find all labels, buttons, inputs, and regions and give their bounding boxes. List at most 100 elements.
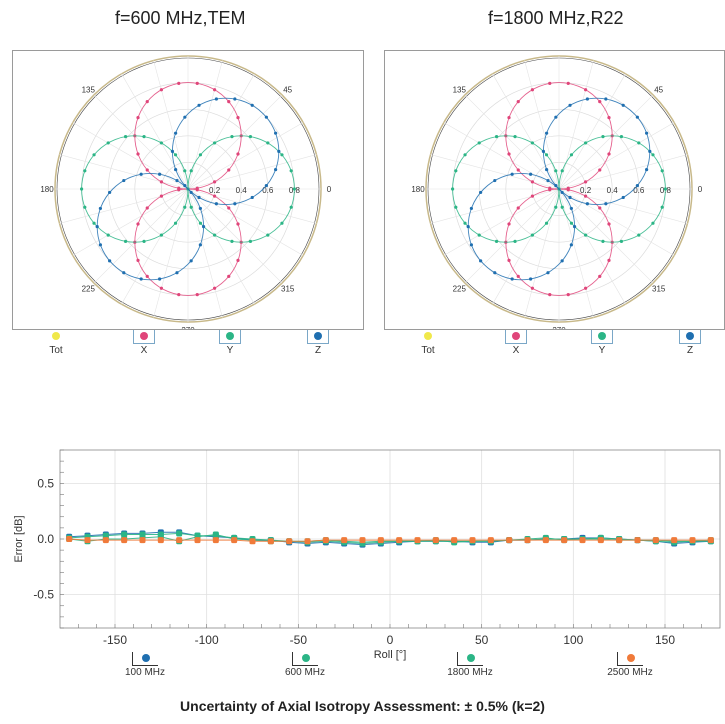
polar-radial-tick: 0.2 xyxy=(209,186,221,195)
polar-point-y xyxy=(651,221,655,225)
polar-grid-spoke xyxy=(464,188,560,284)
x-tick-label: 50 xyxy=(475,633,489,647)
polar-point-z xyxy=(645,131,649,135)
polar-point-y xyxy=(280,153,284,157)
polar-point-z xyxy=(493,271,497,275)
series-point-600-mhz xyxy=(176,530,183,537)
polar-point-y xyxy=(92,221,96,225)
polar-point-z xyxy=(274,131,278,135)
polar-point-y xyxy=(142,135,146,139)
polar-point-x xyxy=(236,116,240,120)
polar-point-x xyxy=(145,206,149,210)
polar-point-x xyxy=(213,88,217,92)
polar-angle-tick: 0 xyxy=(698,185,703,194)
series-point-2500-mhz xyxy=(579,537,586,544)
legend-marker xyxy=(141,654,150,662)
polar-frame-right: 045901351802252703150.20.40.60.8 xyxy=(384,44,725,335)
polar-grid-spoke xyxy=(524,60,560,190)
legend-label: 2500 MHz xyxy=(607,667,653,678)
legend-tot: Tot xyxy=(408,330,448,356)
polar-point-z xyxy=(510,277,514,281)
polar-point-x xyxy=(584,88,588,92)
polar-point-x xyxy=(566,292,570,297)
polar-point-y xyxy=(80,187,84,191)
polar-point-z xyxy=(493,178,497,183)
polar-radial-tick: 0.2 xyxy=(580,186,592,195)
legend-marker xyxy=(301,654,310,662)
y-tick-label: 0.0 xyxy=(37,532,54,546)
polar-grid-spoke xyxy=(187,60,223,190)
x-axis-label: Roll [°] xyxy=(374,649,407,661)
polar-radial-tick: 0.4 xyxy=(236,186,248,195)
x-tick-label: -50 xyxy=(290,633,308,647)
polar-point-x xyxy=(136,222,140,226)
polar-radial-tick: 0.6 xyxy=(262,186,274,195)
polar-point-y xyxy=(213,233,217,237)
polar-point-y xyxy=(159,233,163,237)
polar-point-x xyxy=(236,258,240,262)
polar-point-y xyxy=(544,221,549,225)
polar-point-z xyxy=(108,259,112,263)
polar-point-x xyxy=(507,116,511,120)
polar-grid-spoke xyxy=(187,188,317,224)
polar-point-y xyxy=(248,239,253,243)
polar-point-y xyxy=(123,239,128,243)
polar-grid-spoke xyxy=(187,94,283,190)
legend-label: 1800 MHz xyxy=(447,667,493,678)
polar-grid-spoke xyxy=(430,188,560,224)
polar-point-z xyxy=(585,97,589,101)
polar-point-z xyxy=(604,97,608,101)
polar-point-y xyxy=(83,169,87,173)
polar-point-x xyxy=(136,258,140,262)
polar-point-x xyxy=(145,100,149,104)
polar-grid-spoke xyxy=(187,122,304,190)
polar-point-y xyxy=(494,239,499,243)
polar-point-y xyxy=(660,169,664,173)
series-point-2500-mhz xyxy=(212,537,219,544)
series-line-600-mhz xyxy=(69,532,711,545)
polar-title-left: f=600 MHz,TEM xyxy=(115,8,246,28)
polar-point-x xyxy=(530,194,534,198)
polar-point-x xyxy=(566,81,570,86)
polar-point-z xyxy=(569,206,573,211)
polar-point-x xyxy=(145,168,149,172)
polar-point-y xyxy=(637,141,641,145)
polar-point-y xyxy=(123,135,128,139)
polar-point-z xyxy=(158,277,162,281)
polar-point-y xyxy=(619,135,624,139)
polar-point-z xyxy=(189,259,193,263)
polar-point-z xyxy=(198,206,202,211)
polar-grid-spoke xyxy=(443,188,560,256)
polar-grid-spoke xyxy=(492,73,560,190)
polar-plot-left: 045901351802252703150.20.40.60.8 xyxy=(40,44,331,335)
polar-point-x xyxy=(159,88,163,92)
polar-point-x xyxy=(507,152,511,156)
polar-point-z xyxy=(568,195,572,200)
polar-point-y xyxy=(173,221,178,225)
polar-point-y xyxy=(189,169,193,173)
series-point-2500-mhz xyxy=(524,537,531,544)
series-point-2500-mhz xyxy=(634,537,641,544)
polar-point-x xyxy=(507,222,511,226)
polar-grid-spoke xyxy=(187,188,304,256)
series-point-2500-mhz xyxy=(542,537,549,544)
polar-point-y xyxy=(660,205,664,209)
polar-point-y xyxy=(584,141,588,145)
polar-point-z xyxy=(98,243,102,247)
polar-point-y xyxy=(289,205,293,209)
polar-point-x xyxy=(177,292,181,297)
polar-point-z xyxy=(529,277,533,281)
polar-grid-spoke xyxy=(558,73,626,190)
legend-marker xyxy=(626,654,635,662)
series-point-2500-mhz xyxy=(121,537,128,544)
legend-marker xyxy=(52,332,60,340)
polar-grid-spoke xyxy=(153,188,189,318)
series-point-2500-mhz xyxy=(671,537,678,544)
polar-point-z xyxy=(98,206,102,211)
uncertainty-caption: Uncertainty of Axial Isotropy Assessment… xyxy=(180,698,545,714)
polar-point-x xyxy=(516,274,520,278)
polar-point-z xyxy=(274,167,278,172)
polar-point-x xyxy=(530,286,534,290)
series-point-2500-mhz xyxy=(506,537,513,544)
polar-point-z xyxy=(572,225,577,229)
